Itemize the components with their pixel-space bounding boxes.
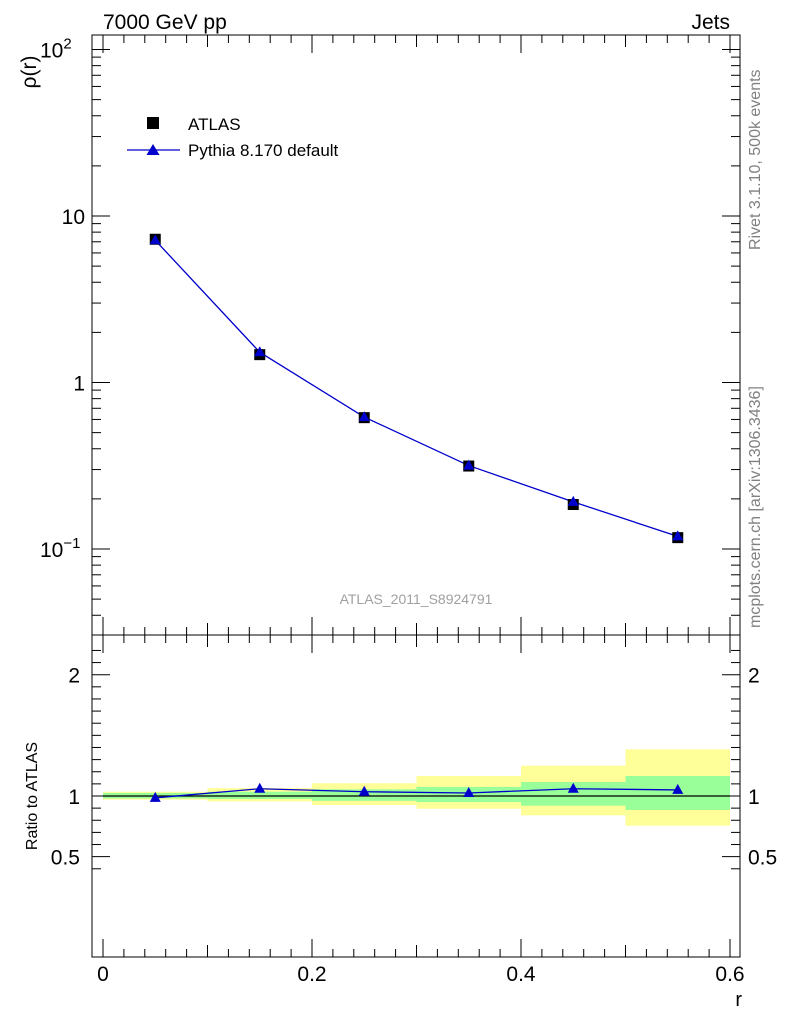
pythia-data-point (254, 346, 266, 357)
ratio-y-axis-label: Ratio to ATLAS (24, 742, 41, 850)
legend-atlas-marker (147, 117, 159, 129)
header-energy-label: 7000 GeV pp (103, 11, 227, 34)
main-axis-ticks: 10 1 102 10−1 (40, 35, 740, 635)
legend: ATLAS Pythia 8.170 default (127, 115, 339, 160)
ratio-y-tick-label-left: 1 (68, 786, 80, 809)
x-tick-label: 0.2 (297, 963, 326, 986)
main-plot-marks (149, 233, 684, 544)
ratio-plot-panel: 0.5 0.5 1 1 2 2 0 0.2 0.4 0.6 Ratio to ATLAS r (24, 634, 777, 1011)
ratio-band-inner (207, 791, 312, 800)
ratio-pythia-point (567, 782, 579, 793)
ratio-band-inner (521, 782, 626, 806)
main-y-axis-label: ρ(r) (18, 56, 41, 89)
main-y-tick-label-pow: 102 (40, 36, 72, 63)
side-label-rivet: Rivet 3.1.10, 500k events (747, 69, 764, 250)
ratio-pythia-point (463, 786, 475, 797)
legend-pythia-marker (146, 144, 160, 155)
ratio-pythia-point (672, 783, 684, 794)
pythia-data-point (463, 459, 475, 470)
side-label-mcplots: mcplots.cern.ch [arXiv:1306.3436] (747, 386, 764, 628)
ratio-pythia-point (149, 791, 161, 802)
x-axis-label: r (735, 989, 742, 1011)
ratio-pythia-point (358, 785, 370, 796)
legend-pythia-label: Pythia 8.170 default (188, 141, 339, 160)
ratio-pythia-point (254, 782, 266, 793)
main-plot-panel: 10 1 102 10−1 ρ(r) ATLAS_2011_S8924791 ATLA… (18, 34, 741, 636)
ratio-plot-marks (149, 782, 684, 802)
main-y-tick-label: 10 (62, 206, 85, 229)
main-y-tick-label: 1 (73, 373, 85, 396)
pythia-series-line (154, 239, 678, 538)
ratio-y-tick-label-left: 2 (68, 665, 80, 688)
x-tick-label: 0.4 (506, 963, 536, 986)
pythia-data-point (672, 530, 684, 541)
header-process-label: Jets (691, 11, 730, 34)
ratio-pythia-line (155, 788, 678, 799)
x-tick-label: 0 (97, 963, 109, 986)
ratio-y-tick-label-right: 2 (748, 665, 760, 688)
ratio-y-tick-label-right: 1 (748, 786, 760, 809)
main-y-tick-label-pow: 10−1 (40, 535, 80, 562)
pythia-data-point (149, 234, 161, 245)
ratio-y-tick-label-left: 0.5 (51, 847, 80, 870)
ratio-axis-ticks: 0.5 0.5 1 1 2 2 0 0.2 0.4 0.6 (51, 635, 777, 986)
pythia-data-point (567, 495, 579, 506)
pythia-data-point (358, 411, 370, 422)
ratio-uncertainty-bands (103, 749, 730, 826)
legend-atlas-label: ATLAS (188, 115, 241, 134)
ratio-y-tick-label-right: 0.5 (748, 847, 777, 870)
x-tick-label: 0.6 (715, 963, 744, 986)
analysis-watermark: ATLAS_2011_S8924791 (340, 591, 493, 607)
